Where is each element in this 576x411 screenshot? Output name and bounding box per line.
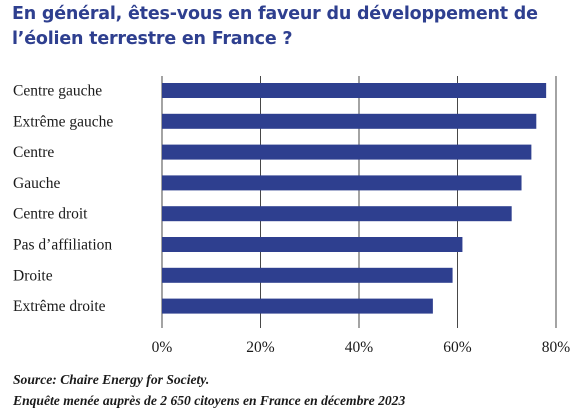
bar	[162, 175, 522, 191]
category-label: Centre	[13, 144, 54, 161]
bar	[162, 298, 433, 314]
chart-title: En général, êtes-vous en faveur du dével…	[12, 4, 538, 49]
category-label: Extrême droite	[13, 298, 106, 315]
x-tick-label: 40%	[345, 339, 374, 356]
bar	[162, 113, 537, 129]
category-label: Pas d’affiliation	[13, 237, 112, 254]
bar	[162, 83, 547, 98]
source-note: Source: Chaire Energy for Society.	[13, 372, 210, 387]
x-tick-label: 0%	[152, 339, 173, 356]
category-label: Droite	[13, 267, 53, 284]
bar	[162, 144, 532, 160]
x-tick-label: 60%	[443, 339, 472, 356]
x-tick-label: 80%	[542, 339, 571, 356]
chart-notes: Source: Chaire Energy for Society. Enquê…	[13, 369, 569, 411]
category-label: Centre droit	[13, 206, 88, 223]
bar	[162, 237, 463, 252]
bar	[162, 206, 512, 222]
category-label: Extrême gauche	[13, 113, 113, 130]
category-label: Gauche	[13, 175, 60, 192]
survey-note: Enquête menée auprès de 2 650 citoyens e…	[13, 393, 406, 408]
category-label: Centre gauche	[13, 83, 102, 100]
x-tick-label: 20%	[246, 339, 275, 356]
bar	[162, 267, 453, 283]
